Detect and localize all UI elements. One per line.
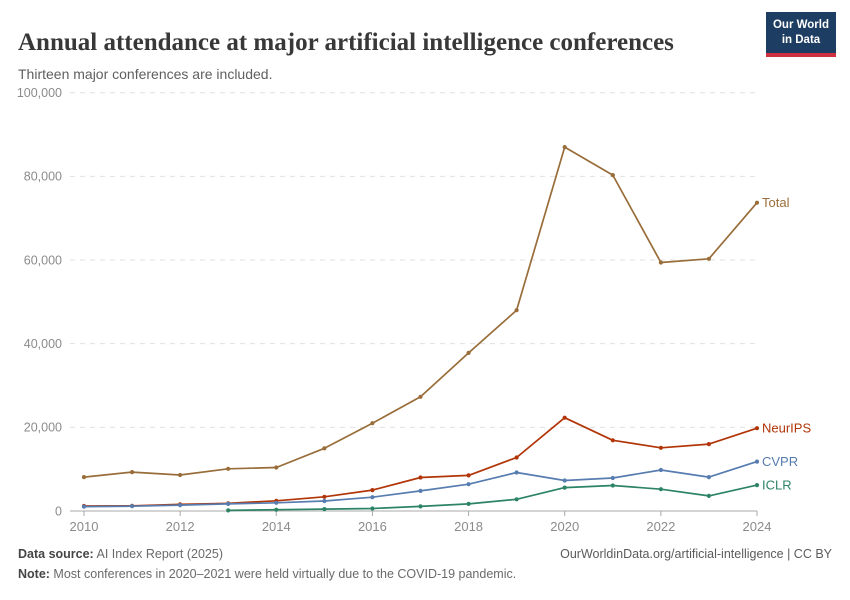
y-axis-tick-label: 80,000 (24, 170, 62, 184)
data-point-iclr[interactable] (658, 487, 664, 492)
data-point-cvpr[interactable] (130, 504, 135, 509)
data-point-cvpr[interactable] (658, 467, 664, 473)
data-point-neurips[interactable] (610, 438, 615, 443)
data-point-cvpr[interactable] (274, 500, 279, 505)
data-source-value: AI Index Report (2025) (93, 547, 223, 561)
owid-logo[interactable]: Our World in Data (766, 12, 836, 57)
data-point-cvpr[interactable] (754, 459, 760, 464)
x-axis-tick-label: 2024 (743, 519, 772, 534)
data-point-iclr[interactable] (610, 483, 615, 488)
x-axis-tick-label: 2010 (70, 519, 99, 534)
data-point-total[interactable] (562, 145, 567, 150)
x-axis-tick-label: 2016 (358, 519, 387, 534)
owid-logo-line2: in Data (781, 33, 821, 46)
data-point-neurips[interactable] (370, 488, 375, 493)
x-axis-tick-label: 2018 (454, 519, 483, 534)
owid-logo-line1: Our World (772, 19, 829, 31)
data-point-total[interactable] (706, 256, 712, 261)
note-value: Most conferences in 2020–2021 were held … (49, 567, 517, 581)
data-point-cvpr[interactable] (370, 495, 375, 500)
data-point-neurips[interactable] (322, 494, 327, 499)
data-point-total[interactable] (658, 260, 664, 265)
data-point-total[interactable] (610, 173, 615, 178)
data-point-iclr[interactable] (562, 485, 567, 490)
x-axis-tick-label: 2022 (646, 519, 675, 534)
data-point-neurips[interactable] (562, 415, 567, 420)
license-link[interactable]: OurWorldinData.org/artificial-intelligen… (560, 547, 832, 561)
series-line-cvpr[interactable] (83, 460, 758, 508)
chart-footer: Data source: AI Index Report (2025) OurW… (18, 544, 832, 584)
data-point-neurips[interactable] (418, 475, 423, 480)
data-point-neurips[interactable] (466, 473, 471, 478)
data-point-total[interactable] (466, 350, 471, 355)
x-axis-tick-label: 2020 (550, 519, 579, 534)
data-source: Data source: AI Index Report (2025) (18, 544, 223, 564)
data-point-cvpr[interactable] (178, 503, 183, 508)
y-axis-tick-label: 40,000 (24, 337, 62, 351)
note-label: Note: (18, 567, 50, 581)
data-point-iclr[interactable] (226, 508, 231, 513)
data-point-cvpr[interactable] (81, 504, 87, 509)
data-point-total[interactable] (274, 465, 279, 470)
data-point-total[interactable] (418, 394, 423, 399)
data-source-label: Data source: (18, 547, 94, 561)
data-point-iclr[interactable] (274, 507, 279, 512)
data-point-total[interactable] (370, 421, 375, 426)
data-point-iclr[interactable] (418, 504, 423, 509)
data-point-total[interactable] (130, 470, 135, 475)
data-point-cvpr[interactable] (514, 470, 519, 475)
data-point-total[interactable] (754, 200, 760, 205)
data-point-neurips[interactable] (514, 455, 519, 460)
data-point-cvpr[interactable] (466, 482, 471, 487)
series-label-cvpr[interactable]: CVPR (762, 454, 798, 469)
data-point-cvpr[interactable] (418, 488, 423, 493)
data-point-total[interactable] (322, 446, 327, 451)
y-axis-tick-label: 20,000 (24, 421, 62, 435)
chart-subtitle: Thirteen major conferences are included. (18, 66, 273, 82)
data-point-cvpr[interactable] (706, 475, 712, 480)
series-line-iclr[interactable] (228, 484, 758, 512)
y-axis-tick-label: 100,000 (17, 86, 62, 100)
data-point-neurips[interactable] (706, 442, 712, 447)
data-point-total[interactable] (226, 466, 231, 471)
data-point-cvpr[interactable] (226, 501, 231, 506)
data-point-total[interactable] (81, 475, 87, 480)
data-point-total[interactable] (178, 472, 183, 478)
data-point-iclr[interactable] (706, 493, 712, 498)
data-point-iclr[interactable] (370, 506, 375, 511)
data-point-iclr[interactable] (754, 483, 760, 488)
series-label-total[interactable]: Total (762, 195, 790, 210)
data-point-total[interactable] (514, 308, 519, 313)
x-axis-tick-label: 2014 (262, 519, 291, 534)
data-point-iclr[interactable] (322, 507, 327, 512)
x-axis-tick-label: 2012 (166, 519, 195, 534)
data-point-neurips[interactable] (658, 445, 664, 450)
y-axis-tick-label: 60,000 (24, 253, 62, 267)
data-point-cvpr[interactable] (562, 478, 567, 483)
series-label-neurips[interactable]: NeurIPS (762, 421, 811, 436)
chart-canvas: 0 20,000 40,000 60,000 80,000 100,000 2010 2012… (17, 86, 812, 534)
data-point-neurips[interactable] (754, 426, 760, 431)
data-point-cvpr[interactable] (322, 498, 327, 504)
data-point-cvpr[interactable] (610, 475, 615, 481)
page-title: Annual attendance at major artificial in… (18, 28, 674, 56)
data-point-iclr[interactable] (466, 501, 471, 506)
y-axis-tick-label: 0 (55, 504, 62, 518)
series-label-iclr[interactable]: ICLR (762, 478, 792, 493)
data-point-iclr[interactable] (514, 497, 519, 502)
